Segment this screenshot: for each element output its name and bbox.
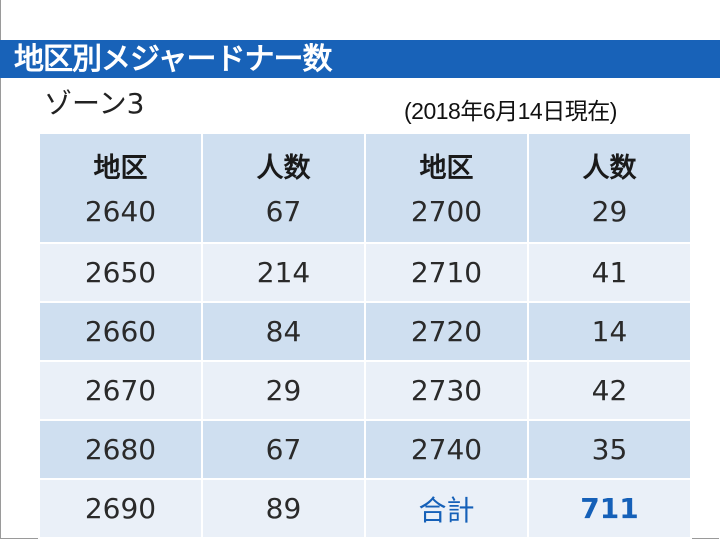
column-header-count: 人数 bbox=[256, 153, 311, 184]
district-value: 2700 bbox=[410, 195, 483, 228]
count-value: 214 bbox=[201, 242, 366, 303]
table-cell: 人数 29 bbox=[527, 132, 692, 244]
district-value: 2730 bbox=[364, 360, 529, 421]
table-cell: 地区 2700 bbox=[364, 132, 529, 244]
district-value: 2680 bbox=[38, 419, 203, 480]
table-row: 地区 2640 人数 67 地区 2700 人数 29 bbox=[38, 132, 692, 244]
count-value: 29 bbox=[591, 195, 628, 228]
zone-label: ゾーン3 bbox=[44, 87, 145, 120]
table-row: 2660 84 2720 14 bbox=[38, 301, 692, 362]
major-donor-table: 地区 2640 人数 67 地区 2700 人数 29 2650 214 271… bbox=[38, 132, 692, 539]
table-row: 2690 89 合計 711 bbox=[38, 478, 692, 539]
table-cell: 人数 67 bbox=[201, 132, 366, 244]
total-label: 合計 bbox=[364, 478, 529, 539]
count-value: 42 bbox=[527, 360, 692, 421]
district-value: 2740 bbox=[364, 419, 529, 480]
column-header-district: 地区 bbox=[419, 153, 474, 184]
table-row: 2670 29 2730 42 bbox=[38, 360, 692, 421]
page-title: 地区別メジャードナー数 bbox=[14, 42, 332, 77]
count-value: 89 bbox=[201, 478, 366, 539]
district-value: 2640 bbox=[84, 195, 157, 228]
count-value: 84 bbox=[201, 301, 366, 362]
column-header-count: 人数 bbox=[582, 153, 637, 184]
district-value: 2670 bbox=[38, 360, 203, 421]
title-bar: 地区別メジャードナー数 bbox=[0, 40, 720, 78]
district-value: 2660 bbox=[38, 301, 203, 362]
column-header-district: 地区 bbox=[93, 153, 148, 184]
count-value: 29 bbox=[201, 360, 366, 421]
table-row: 2650 214 2710 41 bbox=[38, 242, 692, 303]
count-value: 67 bbox=[201, 419, 366, 480]
district-value: 2690 bbox=[38, 478, 203, 539]
district-value: 2710 bbox=[364, 242, 529, 303]
count-value: 14 bbox=[527, 301, 692, 362]
total-value: 711 bbox=[527, 478, 692, 539]
as-of-date: (2018年6月14日現在) bbox=[404, 98, 617, 124]
district-value: 2650 bbox=[38, 242, 203, 303]
count-value: 41 bbox=[527, 242, 692, 303]
table-row: 2680 67 2740 35 bbox=[38, 419, 692, 480]
table-cell: 地区 2640 bbox=[38, 132, 203, 244]
count-value: 67 bbox=[265, 195, 302, 228]
district-value: 2720 bbox=[364, 301, 529, 362]
count-value: 35 bbox=[527, 419, 692, 480]
